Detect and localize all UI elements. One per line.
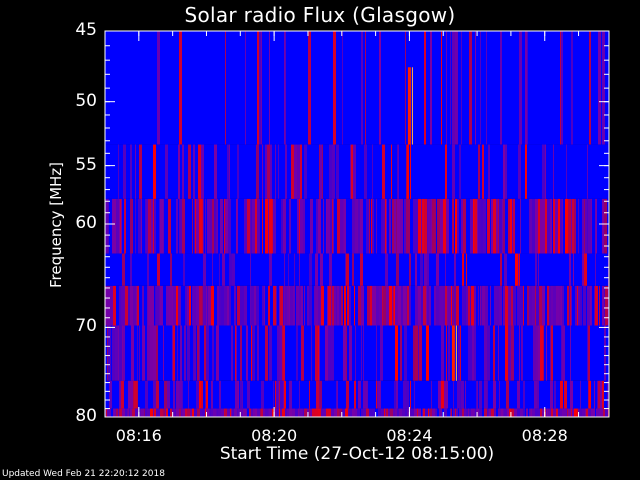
spectrogram-band bbox=[105, 253, 609, 286]
spectrogram-band bbox=[105, 144, 609, 199]
x-tick-label: 08:20 bbox=[251, 426, 298, 445]
x-axis-label: Start Time (27-Oct-12 08:15:00) bbox=[219, 444, 495, 464]
band-stripes bbox=[122, 253, 609, 286]
heatmap-area bbox=[105, 31, 609, 417]
chart-title: Solar radio Flux (Glasgow) bbox=[184, 3, 456, 27]
band-stripes bbox=[118, 144, 588, 199]
band-stripes bbox=[107, 325, 606, 381]
y-tick-label: 60 bbox=[75, 213, 97, 233]
band-stripes bbox=[105, 198, 607, 254]
radio-burst bbox=[451, 325, 455, 381]
x-tick-label: 08:24 bbox=[386, 426, 433, 445]
radio-burst bbox=[407, 67, 411, 145]
updated-timestamp: Updated Wed Feb 21 22:20:12 2018 bbox=[2, 469, 165, 479]
band-stripes bbox=[105, 285, 609, 326]
y-tick-label: 55 bbox=[75, 154, 97, 175]
band-stripes bbox=[157, 31, 605, 145]
y-tick-label: 80 bbox=[75, 406, 97, 426]
radio-burst-core bbox=[455, 325, 457, 381]
plot-axes bbox=[104, 30, 610, 418]
x-tick-label: 08:28 bbox=[521, 426, 568, 445]
x-tick-label: 08:16 bbox=[115, 426, 162, 445]
y-tick-label: 70 bbox=[75, 316, 97, 337]
band-stripes bbox=[105, 408, 609, 417]
radio-burst-core bbox=[411, 67, 413, 145]
y-tick-label: 45 bbox=[75, 20, 97, 40]
y-tick-label: 50 bbox=[75, 90, 97, 111]
band-stripes bbox=[109, 380, 609, 409]
